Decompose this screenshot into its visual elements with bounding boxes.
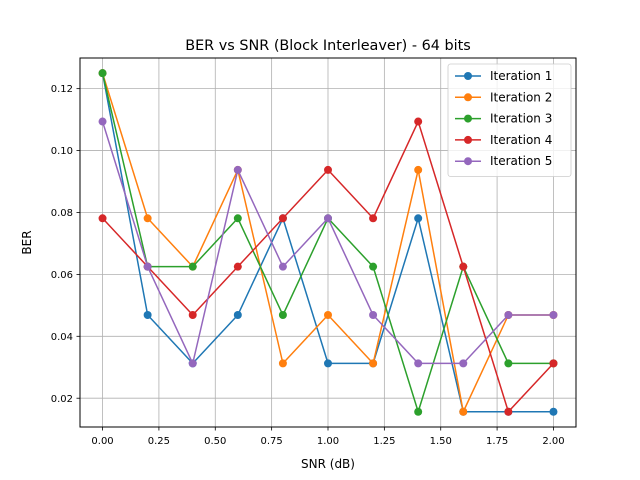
legend-item: Iteration 2: [455, 90, 552, 104]
legend-label: Iteration 5: [490, 154, 552, 168]
x-tick-label: 1.00: [317, 436, 339, 447]
data-point: [414, 117, 423, 126]
legend-label: Iteration 3: [490, 112, 552, 126]
data-point: [278, 359, 287, 368]
data-point: [459, 359, 468, 368]
data-point: [549, 359, 558, 368]
data-point: [414, 407, 423, 416]
legend-item: Iteration 5: [455, 154, 552, 168]
x-tick-label: 2.00: [542, 436, 564, 447]
data-point: [98, 117, 107, 126]
data-point: [324, 311, 332, 320]
data-point: [143, 262, 152, 271]
series-iteration-5: [98, 117, 558, 368]
data-point: [233, 311, 242, 320]
y-axis-ticks: 0.02 0.04 0.06 0.08 0.10 0.12: [51, 84, 80, 405]
x-tick-label: 1.75: [486, 436, 508, 447]
data-point: [369, 262, 378, 271]
y-tick-label: 0.12: [51, 84, 73, 95]
series-iteration-4: [98, 117, 558, 416]
series-layer: [98, 69, 558, 416]
data-point: [369, 359, 378, 368]
legend-marker: [464, 135, 472, 144]
x-tick-label: 0.75: [261, 436, 283, 447]
legend-item: Iteration 3: [455, 112, 552, 126]
data-point: [414, 214, 423, 223]
y-tick-label: 0.06: [51, 270, 73, 281]
x-tick-label: 0.25: [148, 436, 170, 447]
data-point: [504, 407, 513, 416]
data-point: [278, 214, 287, 223]
data-point: [278, 262, 287, 271]
data-point: [324, 165, 332, 174]
data-point: [414, 359, 423, 368]
data-point: [324, 214, 332, 223]
x-tick-label: 0.50: [204, 436, 226, 447]
y-axis-label: BER: [20, 230, 34, 254]
x-tick-label: 1.50: [430, 436, 452, 447]
legend-marker: [464, 157, 472, 166]
x-axis-ticks: 0.00 0.25 0.50 0.75 1.00 1.25 1.50 1.75 2.00: [91, 427, 565, 447]
data-point: [233, 165, 242, 174]
data-point: [369, 311, 378, 320]
data-point: [98, 214, 107, 223]
data-point: [188, 262, 197, 271]
data-point: [233, 262, 242, 271]
data-point: [98, 69, 107, 78]
data-point: [278, 311, 287, 320]
y-tick-label: 0.08: [51, 208, 73, 219]
legend-marker: [464, 72, 472, 80]
data-point: [504, 359, 513, 368]
data-point: [143, 311, 152, 320]
legend-item: Iteration 1: [455, 69, 552, 83]
legend-marker: [464, 93, 472, 102]
y-tick-label: 0.02: [51, 394, 73, 405]
x-axis-label: SNR (dB): [301, 457, 355, 471]
data-point: [369, 214, 378, 223]
data-point: [188, 311, 197, 320]
legend-item: Iteration 4: [455, 133, 552, 147]
y-tick-label: 0.10: [51, 146, 73, 157]
x-tick-label: 0.00: [91, 436, 113, 447]
data-point: [504, 311, 513, 320]
data-point: [324, 359, 332, 368]
data-point: [549, 407, 558, 416]
y-tick-label: 0.04: [51, 332, 73, 343]
data-point: [233, 214, 242, 223]
legend: Iteration 1 Iteration 2 Iteration 3 Iterati…: [447, 63, 572, 177]
legend-marker: [464, 114, 472, 123]
legend-label: Iteration 1: [490, 69, 552, 83]
legend-label: Iteration 2: [490, 90, 552, 104]
data-point: [459, 262, 468, 271]
legend-label: Iteration 4: [490, 133, 552, 147]
x-tick-label: 1.25: [373, 436, 395, 447]
data-point: [459, 407, 468, 416]
data-point: [414, 165, 423, 174]
data-point: [549, 311, 558, 320]
data-point: [143, 214, 152, 223]
data-point: [188, 359, 197, 368]
legend-box: [447, 63, 572, 177]
chart-title: BER vs SNR (Block Interleaver) - 64 bits: [185, 38, 471, 54]
